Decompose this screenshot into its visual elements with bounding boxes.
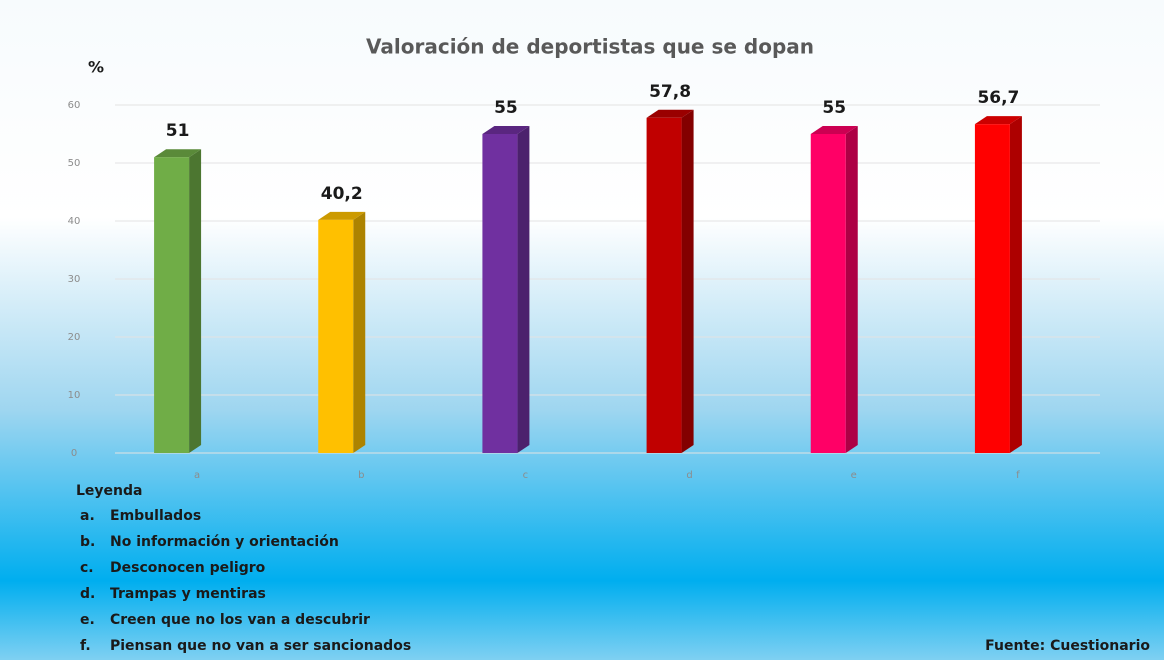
bar: [482, 134, 518, 453]
data-label: 55: [822, 98, 846, 118]
bar-top: [810, 126, 858, 134]
source: Fuente: Cuestionario: [985, 638, 1150, 654]
legend-text: Embullados: [110, 508, 201, 524]
bar: [810, 134, 846, 453]
bar-side: [189, 149, 202, 453]
y-tick-label: 10: [68, 390, 81, 401]
legend-text: Trampas y mentiras: [110, 586, 266, 602]
y-axis-label: %: [88, 58, 104, 77]
x-tick-label: f: [1016, 470, 1020, 481]
y-tick-label: 50: [68, 158, 81, 169]
legend-letter: c.: [80, 560, 94, 576]
bar-top: [154, 149, 202, 158]
chart-title: Valoración de deportistas que se dopan: [366, 35, 814, 59]
x-tick-label: b: [358, 470, 364, 481]
x-tick-label: a: [194, 470, 200, 481]
x-tick-label: c: [523, 470, 529, 481]
bar-side: [681, 109, 694, 453]
bar-top: [646, 109, 694, 118]
bar-top: [482, 126, 530, 134]
y-tick-label: 60: [68, 100, 81, 111]
legend-title: Leyenda: [76, 483, 142, 499]
x-tick-label: e: [851, 470, 857, 481]
data-label: 57,8: [649, 82, 691, 102]
legend-text: Creen que no los van a descubrir: [110, 612, 370, 628]
bar: [974, 124, 1010, 453]
legend-text: Desconocen peligro: [110, 560, 266, 576]
data-label: 40,2: [321, 184, 363, 204]
bar: [154, 157, 190, 453]
x-tick-label: d: [686, 470, 692, 481]
data-label: 56,7: [977, 88, 1019, 108]
legend-letter: d.: [80, 586, 95, 602]
bar-top: [318, 211, 366, 220]
bar-top: [974, 116, 1022, 125]
bar: [318, 219, 354, 453]
y-tick-label: 0: [71, 448, 77, 459]
y-tick-label: 40: [68, 216, 81, 227]
legend-letter: b.: [80, 534, 95, 550]
legend-text: No información y orientación: [110, 534, 339, 550]
y-tick-label: 20: [68, 332, 81, 343]
legend-letter: a.: [80, 508, 95, 524]
bar-side: [1009, 116, 1022, 453]
bar-side: [353, 211, 366, 453]
data-label: 55: [494, 98, 518, 118]
legend-text: Piensan que no van a ser sancionados: [110, 638, 411, 654]
bar-side: [517, 126, 530, 453]
bar: [646, 117, 682, 453]
legend-letter: f.: [80, 638, 91, 654]
bar-side: [845, 126, 858, 453]
legend-letter: e.: [80, 612, 95, 628]
data-label: 51: [166, 121, 190, 141]
y-tick-label: 30: [68, 274, 81, 285]
